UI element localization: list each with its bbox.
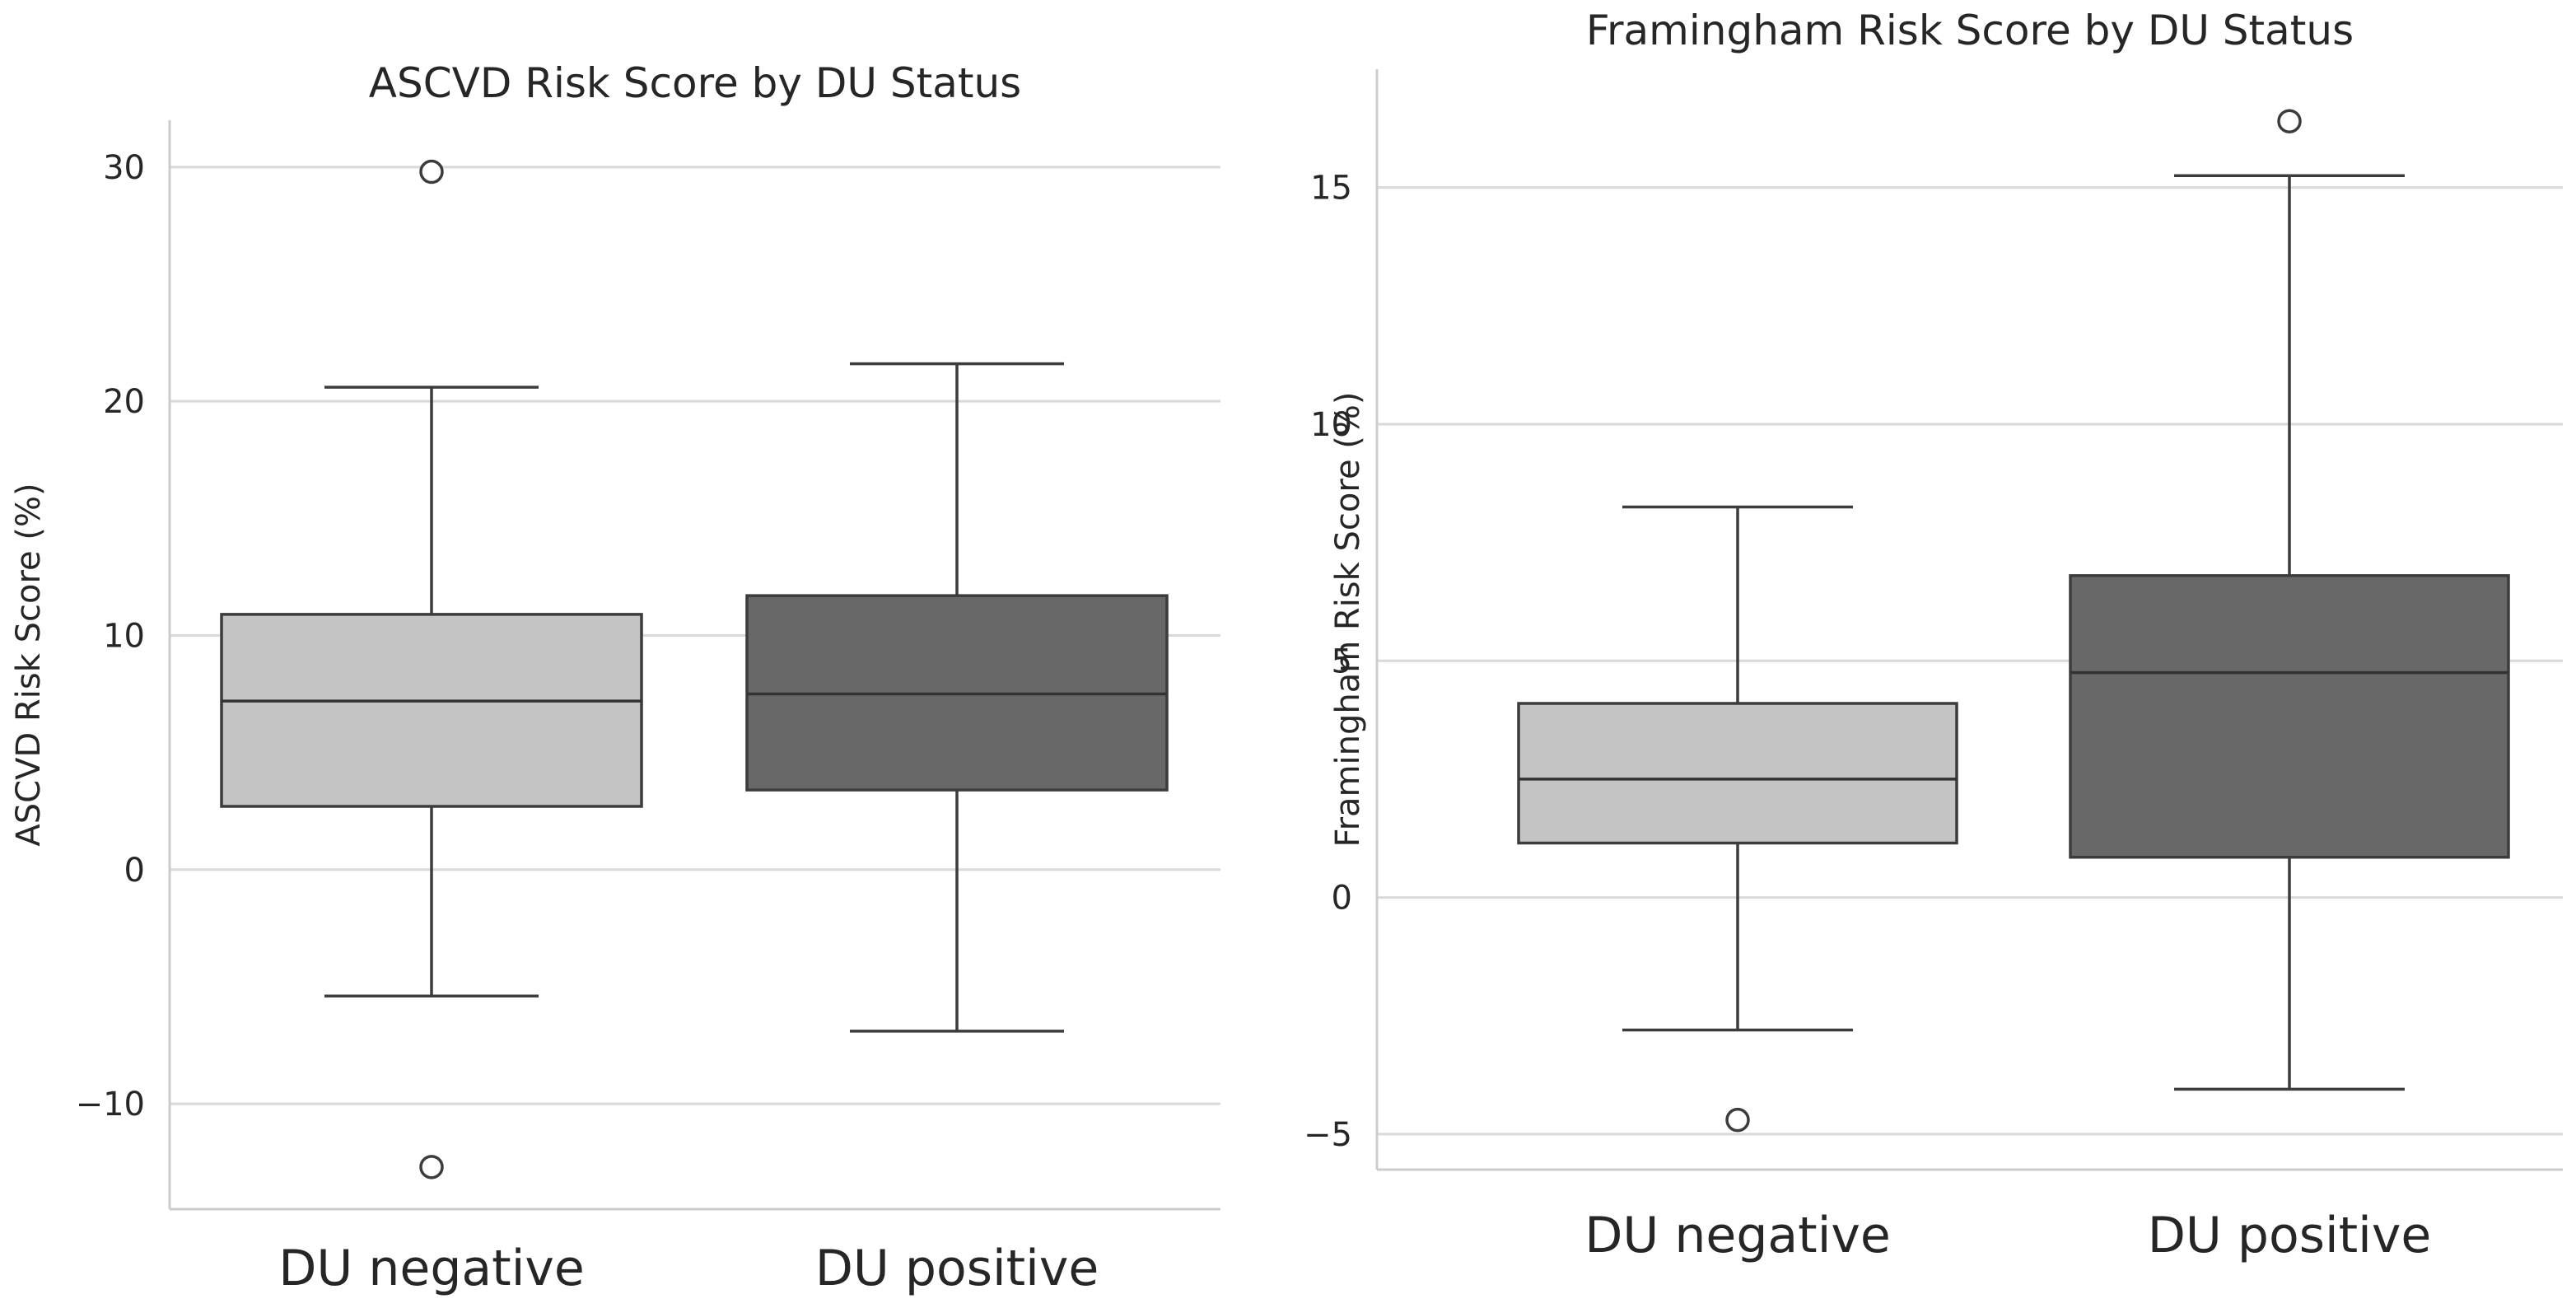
box-iqr: [2069, 574, 2510, 859]
y-tick-label: −5: [1304, 1116, 1352, 1154]
y-tick-label: −10: [76, 1086, 145, 1123]
y-tick-label: 10: [103, 617, 145, 655]
x-category-label: DU negative: [1584, 1207, 1891, 1264]
box-du-positive: [2069, 109, 2510, 1091]
outlier-point: [1725, 1107, 1750, 1133]
chart-title: Framingham Risk Score by DU Status: [1586, 7, 2354, 54]
y-tick-label: 5: [1332, 642, 1352, 680]
outlier-point: [419, 159, 444, 185]
y-axis-label: Framingham Risk Score (%): [1329, 391, 1367, 847]
y-axis-label: ASCVD Risk Score (%): [10, 483, 48, 846]
chart-panel-2: −5 0 5 10 15 Framingham Risk Score by DU Stat…: [1304, 7, 2563, 1264]
outlier-point: [2277, 109, 2302, 133]
box-du-negative: [1517, 505, 1958, 1133]
x-category-label: DU positive: [815, 1240, 1099, 1297]
x-category-label: DU negative: [278, 1240, 585, 1297]
y-tick-label: 30: [103, 149, 145, 187]
y-tick-label: 15: [1310, 170, 1352, 208]
box-du-negative: [220, 159, 643, 1180]
outlier-point: [419, 1155, 444, 1180]
y-tick-label: 0: [124, 852, 145, 890]
box-du-positive: [745, 362, 1169, 1033]
box-iqr: [1517, 702, 1958, 845]
y-tick-label: 10: [1310, 406, 1352, 444]
x-category-label: DU positive: [2148, 1207, 2432, 1264]
box-iqr: [220, 613, 643, 808]
chart-panel-1: −10 0 10 20 30 ASCVD Risk Score by DU Status A…: [10, 59, 1220, 1297]
y-tick-label: 20: [103, 383, 145, 421]
y-tick-label: 0: [1332, 880, 1352, 918]
chart-title: ASCVD Risk Score by DU Status: [369, 59, 1021, 107]
